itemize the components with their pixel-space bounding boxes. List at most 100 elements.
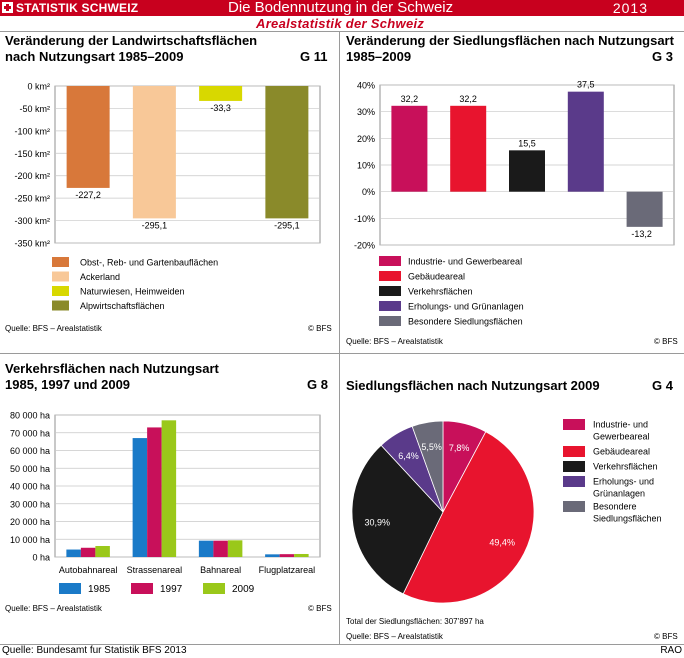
g8-bar bbox=[80, 547, 96, 557]
g4-title: Siedlungsflächen nach Nutzungsart 2009 bbox=[346, 378, 600, 393]
g8-y-tick-label: 70 000 ha bbox=[10, 428, 50, 438]
g4-note: Total der Siedlungsflächen: 307’897 ha bbox=[346, 617, 484, 626]
g8-bar bbox=[161, 420, 177, 557]
g4-legend-label: Besondere bbox=[593, 502, 637, 512]
brand-logo: STATISTIK SCHWEIZ bbox=[2, 1, 138, 15]
g4-data-label: 49,4% bbox=[489, 538, 515, 548]
g3-bar bbox=[450, 105, 487, 192]
g8-y-tick-label: 10 000 ha bbox=[10, 535, 50, 545]
g4-legend-swatch bbox=[563, 476, 585, 487]
g4-legend-swatch bbox=[563, 461, 585, 472]
panel-divider-top bbox=[0, 31, 684, 32]
g8-bar bbox=[132, 438, 148, 557]
g11-legend-label: Alpwirtschaftsflächen bbox=[80, 301, 165, 311]
g3-legend-label: Industrie- und Gewerbeareal bbox=[408, 257, 522, 267]
panel-divider-vertical bbox=[339, 31, 340, 644]
g11-y-tick-label: -100 km² bbox=[14, 126, 50, 136]
g11-y-tick-label: -300 km² bbox=[14, 216, 50, 226]
g8-y-tick-label: 30 000 ha bbox=[10, 499, 50, 509]
g11-legend-label: Naturwiesen, Heimweiden bbox=[80, 287, 185, 297]
g11-y-tick-label: -200 km² bbox=[14, 171, 50, 181]
g8-y-tick-label: 80 000 ha bbox=[10, 411, 50, 421]
g8-y-tick-label: 40 000 ha bbox=[10, 482, 50, 492]
g3-legend-swatch bbox=[379, 286, 401, 296]
g8-bar bbox=[279, 554, 295, 557]
g3-data-label: 32,2 bbox=[459, 94, 477, 104]
g3-data-label: 32,2 bbox=[401, 94, 419, 104]
g11-bar bbox=[199, 86, 243, 101]
g3-legend-label: Erholungs- und Grünanlagen bbox=[408, 302, 524, 312]
g11-y-tick-label: -350 km² bbox=[14, 239, 50, 249]
g8-legend-label: 1985 bbox=[88, 584, 111, 595]
g11-legend-swatch bbox=[52, 300, 69, 311]
g8-x-tick-label: Bahnareal bbox=[200, 565, 241, 575]
g4-data-label: 5,5% bbox=[421, 442, 442, 452]
g8-y-tick-label: 0 ha bbox=[32, 553, 50, 563]
g11-legend-label: Obst-, Reb- und Gartenbauflächen bbox=[80, 258, 218, 268]
g8-bar bbox=[294, 553, 309, 557]
g8-source: Quelle: BFS – Arealstatistik bbox=[5, 604, 102, 613]
footer-code: RAO bbox=[660, 645, 682, 656]
g4-legend-label: Erholungs- und bbox=[593, 477, 654, 487]
g8-y-tick-label: 60 000 ha bbox=[10, 446, 50, 456]
g11-y-tick-label: -150 km² bbox=[14, 149, 50, 159]
footer-source: Quelle: Bundesamt fur Statistik BFS 2013 bbox=[2, 645, 187, 656]
g11-legend-label: Ackerland bbox=[80, 272, 120, 282]
g3-data-label: 15,5 bbox=[518, 138, 536, 148]
g3-legend-swatch bbox=[379, 301, 401, 311]
g11-bar bbox=[132, 86, 176, 219]
g11-data-label: -227,2 bbox=[75, 190, 101, 200]
g3-legend-label: Besondere Siedlungsflächen bbox=[408, 317, 523, 327]
g4-legend-label: Gebäudeareal bbox=[593, 447, 650, 457]
swiss-cross-icon bbox=[2, 2, 13, 13]
g3-y-tick-label: 20% bbox=[357, 134, 375, 144]
g8-number: G 8 bbox=[307, 377, 328, 392]
g4-data-label: 6,4% bbox=[398, 451, 419, 461]
g11-y-tick-label: 0 km² bbox=[28, 82, 51, 92]
g8-x-tick-label: Flugplatzareal bbox=[259, 565, 316, 575]
g8-legend-label: 1997 bbox=[160, 584, 183, 595]
g3-legend-swatch bbox=[379, 256, 401, 266]
page-subtitle: Arealstatistik der Schweiz bbox=[256, 16, 425, 31]
g3-legend-swatch bbox=[379, 316, 401, 326]
g8-bar bbox=[147, 427, 162, 557]
g11-bar bbox=[66, 86, 110, 188]
g3-y-tick-label: 40% bbox=[357, 81, 375, 91]
g4-pie-slice bbox=[351, 444, 444, 595]
g4-pie-slice bbox=[411, 420, 444, 513]
g4-legend-label: Gewerbeareal bbox=[593, 432, 650, 442]
g4-legend-label: Verkehrsflächen bbox=[593, 462, 658, 472]
g11-y-tick-label: -250 km² bbox=[14, 194, 50, 204]
g4-legend-label: Grünanlagen bbox=[593, 489, 645, 499]
g8-legend-swatch bbox=[203, 583, 225, 594]
g8-bar bbox=[213, 540, 228, 557]
g3-bar bbox=[391, 105, 428, 192]
g11-legend-swatch bbox=[52, 271, 69, 282]
brand-name: STATISTIK SCHWEIZ bbox=[16, 1, 139, 15]
g3-data-label: 37,5 bbox=[577, 80, 595, 90]
page-year: 2013 bbox=[612, 0, 648, 16]
g4-number: G 4 bbox=[652, 378, 673, 393]
g8-title: Verkehrsflächen nach Nutzungsart 1985, 19… bbox=[5, 361, 219, 392]
g3-bar bbox=[567, 91, 604, 192]
g11-legend-swatch bbox=[52, 286, 69, 296]
g4-data-label: 7,8% bbox=[449, 443, 470, 453]
g3-legend-label: Verkehrsflächen bbox=[408, 287, 473, 297]
g8-x-tick-label: Autobahnareal bbox=[59, 565, 118, 575]
g8-y-tick-label: 50 000 ha bbox=[10, 464, 50, 474]
g8-x-tick-label: Strassenareal bbox=[127, 565, 183, 575]
g3-y-tick-label: 30% bbox=[357, 107, 375, 117]
g3-number: G 3 bbox=[652, 49, 673, 64]
g8-bar bbox=[66, 549, 81, 557]
g4-source: Quelle: BFS – Arealstatistik bbox=[346, 632, 443, 641]
g8-legend-swatch bbox=[59, 583, 81, 594]
g3-legend-swatch bbox=[379, 271, 401, 281]
g8-bar bbox=[198, 540, 214, 557]
g8-y-tick-label: 20 000 ha bbox=[10, 517, 50, 527]
g3-bar bbox=[509, 150, 545, 192]
g8-bar bbox=[265, 554, 280, 557]
g11-data-label: -295,1 bbox=[274, 220, 300, 230]
g4-copyright: © BFS bbox=[654, 632, 678, 641]
